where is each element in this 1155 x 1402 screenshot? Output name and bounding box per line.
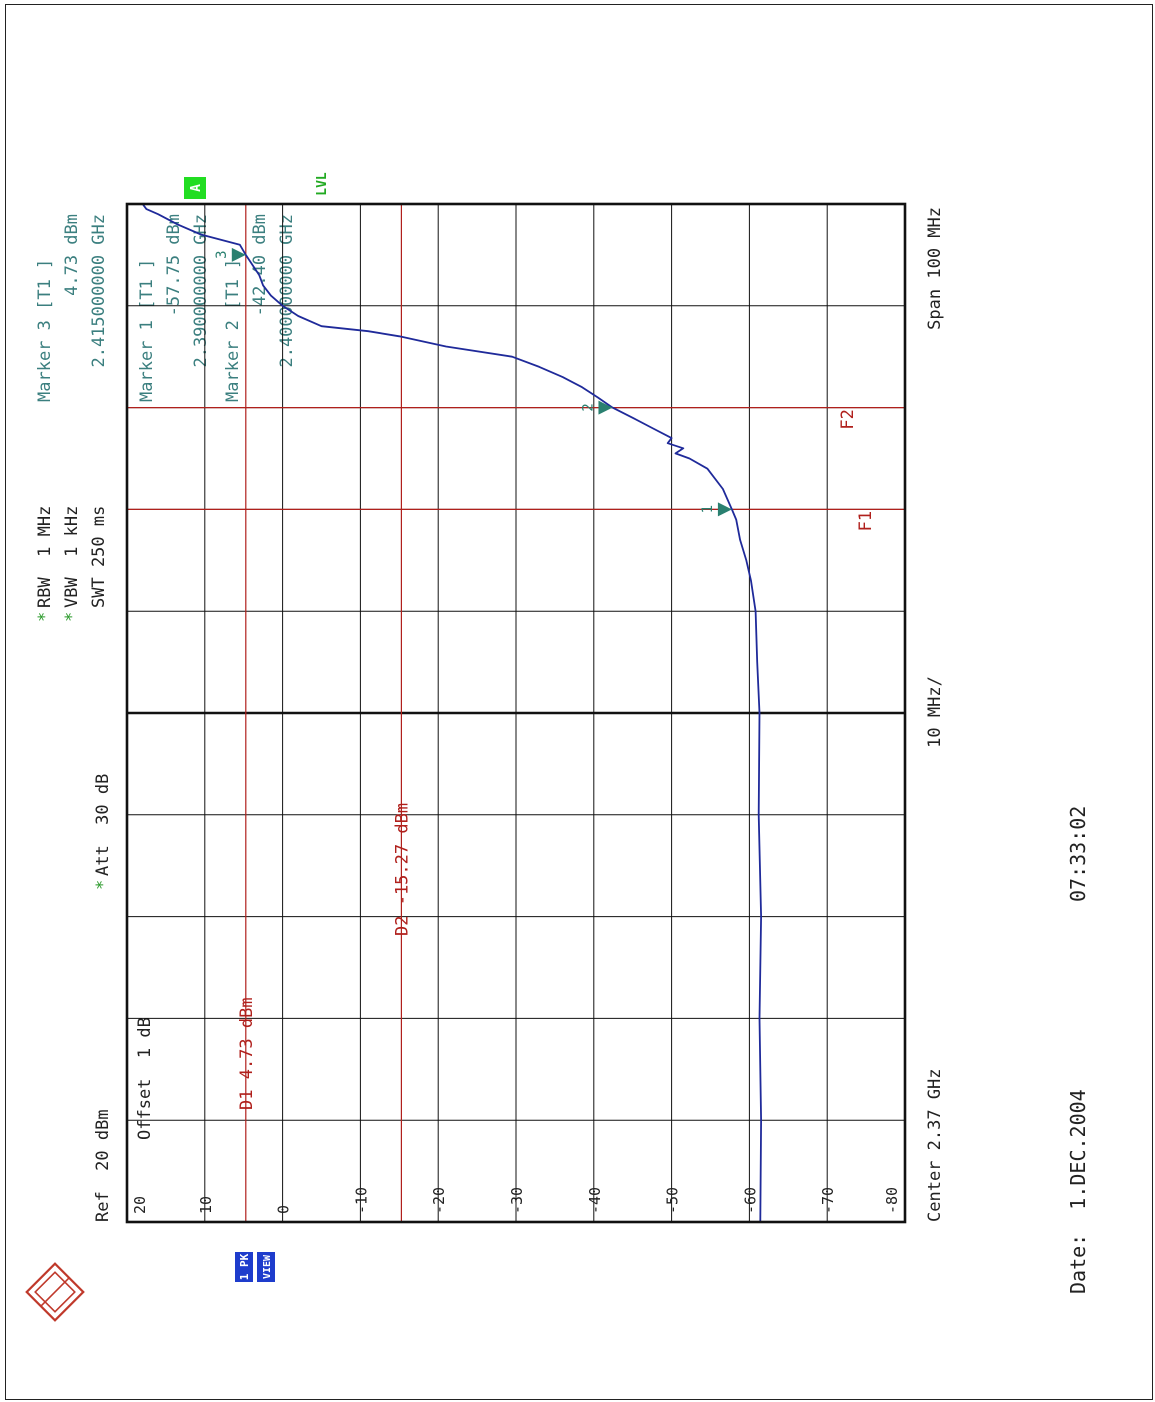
trace-tag: 1 PK VIEW	[235, 1252, 275, 1282]
y-tick-label: -10	[352, 1187, 370, 1214]
channel-a-badge	[184, 177, 206, 199]
trace-tag-1pk: 1 PK	[238, 1253, 251, 1280]
marker2-title: Marker 2 [T1 ]	[223, 259, 243, 402]
display-line-label-1: D1 4.73 dBm	[237, 997, 257, 1110]
marker1-level: -57.75 dBm	[164, 214, 184, 316]
trace-tag-view: VIEW	[262, 1254, 273, 1279]
vbw-star: *	[62, 612, 82, 622]
marker3-title: Marker 3 [T1 ]	[35, 259, 55, 402]
y-tick-label: -60	[741, 1187, 759, 1214]
display-line-label-2: D2 -15.27 dBm	[392, 803, 412, 936]
print-date: Date: 1.DEC.2004	[1066, 1089, 1090, 1294]
marker2-level: -42.40 dBm	[250, 214, 270, 316]
attenuation: Att 30 dB	[93, 774, 113, 876]
marker2-freq: 2.400000000 GHz	[277, 214, 297, 368]
page-frame	[5, 4, 1153, 1400]
frequency-span: Span 100 MHz	[925, 207, 945, 330]
marker1-title: Marker 1 [T1 ]	[137, 259, 157, 402]
y-tick-label: 20	[131, 1196, 149, 1214]
print-time: 07:33:02	[1066, 806, 1090, 902]
spectrum-plot: 20 10 0 -10 -20 -30 -40 -50 -60 -70 -80 D1 4.73 dBm…	[125, 202, 907, 1224]
marker3-freq: 2.415000000 GHz	[89, 214, 109, 368]
plot-frame	[125, 202, 907, 1224]
frequency-line-label-f1: F1	[856, 511, 876, 531]
y-tick-label: 10	[197, 1196, 215, 1214]
lvl-indicator: LVL	[315, 172, 330, 196]
marker-1-label: 1	[700, 505, 716, 513]
marker-2-icon	[598, 400, 613, 415]
marker3-level: 4.73 dBm	[62, 214, 82, 296]
sweep-time: SWT 250 ms	[89, 506, 109, 608]
y-tick-label: -80	[883, 1187, 901, 1214]
marker-3-icon	[231, 247, 246, 262]
center-frequency: Center 2.37 GHz	[925, 1068, 945, 1222]
y-tick-label: -20	[430, 1187, 448, 1214]
frequency-per-division: 10 MHz/	[925, 676, 945, 748]
marker-3-label: 3	[214, 250, 230, 258]
att-star: *	[93, 880, 113, 890]
rbw: RBW 1 MHz	[35, 506, 55, 608]
rohde-schwarz-logo-icon	[25, 1262, 85, 1322]
y-tick-label: 0	[275, 1205, 293, 1214]
channel-a-badge-label: A	[189, 184, 204, 192]
marker-2-label: 2	[580, 403, 596, 411]
trace-1	[141, 203, 762, 1223]
ref-level: Ref 20 dBm	[93, 1109, 113, 1222]
y-tick-label: -30	[508, 1187, 526, 1214]
marker1-freq: 2.390000000 GHz	[191, 214, 211, 368]
y-tick-label: -40	[586, 1187, 604, 1214]
rbw-star: *	[35, 612, 55, 622]
vbw: VBW 1 kHz	[62, 506, 82, 608]
y-tick-label: -50	[664, 1187, 682, 1214]
frequency-line-label-f2: F2	[838, 409, 858, 429]
y-tick-label: -70	[819, 1187, 837, 1214]
marker-1-icon	[717, 502, 732, 517]
offset-label: Offset 1 dB	[135, 1017, 155, 1140]
